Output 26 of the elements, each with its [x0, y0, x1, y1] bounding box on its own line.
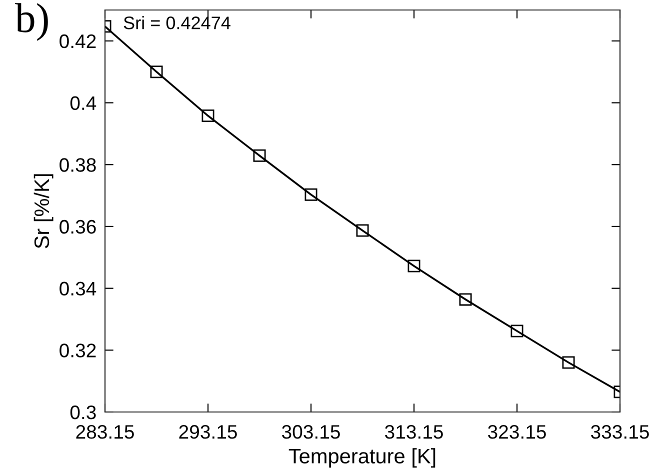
x-tick-label: 283.15 — [76, 425, 134, 439]
text: b) — [15, 3, 48, 41]
x-axis-title: Temperature [K] — [288, 448, 436, 468]
x-tick-label: 333.15 — [591, 425, 649, 439]
point — [150, 66, 163, 78]
x-tick-label: 303.15 — [282, 425, 340, 439]
point — [356, 224, 369, 237]
point — [562, 356, 575, 369]
annotation: Sri = 0.42474 — [124, 16, 230, 30]
point — [510, 324, 524, 338]
y-tick-label: 0.3 — [70, 405, 96, 420]
y-tick-label: 0.34 — [60, 282, 96, 296]
point — [459, 293, 472, 306]
y-axis-title: Sr [%/K] — [34, 174, 54, 248]
point — [202, 110, 214, 122]
x-tick-label: 323.15 — [488, 425, 546, 439]
y-tick-label: 0.36 — [60, 220, 96, 234]
y-tick-label: 0.42 — [60, 34, 96, 48]
point — [304, 188, 318, 201]
x-tick-label: 293.15 — [179, 425, 237, 439]
y-tick-label: 0.38 — [60, 158, 96, 172]
y-tick-label: 0.32 — [60, 344, 96, 358]
point — [408, 260, 420, 272]
x-tick-label: 313.15 — [385, 425, 443, 439]
point — [253, 149, 266, 162]
y-tick-label: 0.4 — [70, 96, 96, 110]
